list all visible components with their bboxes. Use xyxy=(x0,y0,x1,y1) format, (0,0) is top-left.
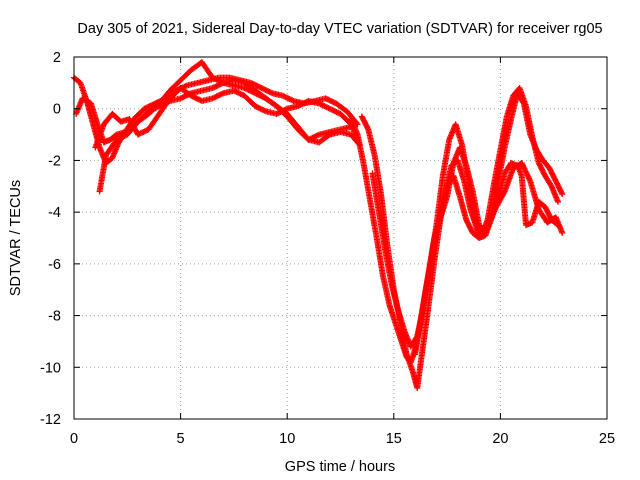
data-point xyxy=(554,222,561,229)
y-tick-label: -6 xyxy=(48,257,61,273)
y-tick-label: 2 xyxy=(53,50,61,66)
y-tick-label: -10 xyxy=(40,360,61,376)
data-point xyxy=(559,229,566,236)
x-tick-label: 25 xyxy=(599,431,615,447)
x-tick-label: 5 xyxy=(177,431,185,447)
data-markers xyxy=(71,59,566,391)
x-tick-label: 15 xyxy=(386,431,402,447)
data-point xyxy=(554,198,561,205)
axis-ticks xyxy=(73,56,608,420)
y-tick-label: 0 xyxy=(53,102,61,118)
x-axis-label: GPS time / hours xyxy=(285,459,395,475)
data-point xyxy=(325,132,332,139)
y-tick-label: -12 xyxy=(40,412,61,428)
series-storm-track-4 xyxy=(412,160,561,358)
series-track-d xyxy=(96,77,363,195)
tick-labels: 0 5 10 15 20 25 -12 -10 -8 -6 -4 -2 0 2 xyxy=(40,50,615,447)
chart-title: Day 305 of 2021, Sidereal Day-to-day VTE… xyxy=(77,21,602,37)
x-tick-label: 0 xyxy=(70,431,78,447)
x-tick-label: 10 xyxy=(279,431,295,447)
y-tick-label: -4 xyxy=(48,205,61,221)
y-axis-label: SDTVAR / TECUs xyxy=(8,180,24,296)
y-tick-label: -8 xyxy=(48,309,61,325)
x-tick-label: 20 xyxy=(492,431,508,447)
plot-frame xyxy=(73,56,608,420)
data-point xyxy=(559,191,566,198)
data-point xyxy=(553,221,560,228)
y-tick-label: -2 xyxy=(48,153,61,169)
